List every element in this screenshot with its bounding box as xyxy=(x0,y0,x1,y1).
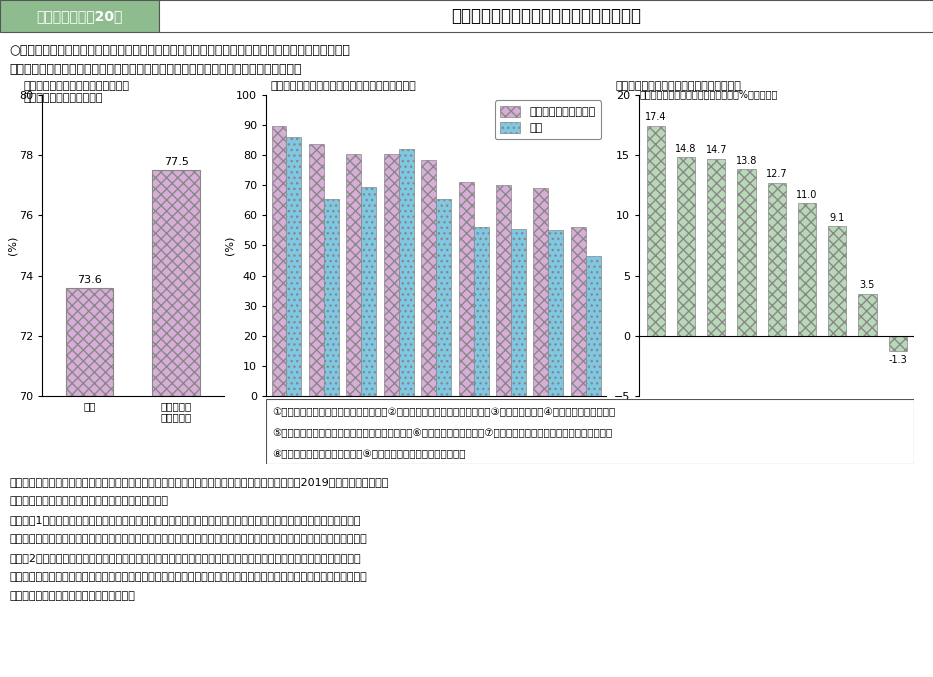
Text: 14.7: 14.7 xyxy=(705,145,727,155)
Bar xyxy=(383,154,398,396)
Text: 3.5: 3.5 xyxy=(860,280,875,290)
Text: （２）人手不足による職場環境への具体的な影響: （２）人手不足による職場環境への具体的な影響 xyxy=(271,81,416,91)
Text: （注）　1）人手不足が自社の職場環境に影響を及ぼしているかどうか回答のあった者のうち、人手不足が自社の職場: （注） 1）人手不足が自社の職場環境に影響を及ぼしているかどうか回答のあった者の… xyxy=(9,515,361,525)
Bar xyxy=(66,288,114,396)
Bar xyxy=(737,169,756,336)
Bar xyxy=(324,199,339,396)
Bar xyxy=(647,126,665,336)
Text: （「労働者（正社員）」－「企業」、%ポイント）: （「労働者（正社員）」－「企業」、%ポイント） xyxy=(639,89,777,100)
Bar xyxy=(346,154,361,396)
Bar xyxy=(858,294,876,336)
Bar xyxy=(459,182,474,396)
Bar xyxy=(571,227,586,396)
Bar xyxy=(496,185,511,396)
FancyBboxPatch shape xyxy=(266,399,914,464)
Bar xyxy=(436,199,452,396)
Bar xyxy=(677,158,695,336)
Text: -1.3: -1.3 xyxy=(888,355,907,365)
Text: 及ぼしていると感じる割合: 及ぼしていると感じる割合 xyxy=(23,93,103,103)
Text: ①残業時間の増加、休暇取得数の減少、②従業員の働きがいや意欲の低下、③離職者の増加、④能力開発機会の減少、: ①残業時間の増加、休暇取得数の減少、②従業員の働きがいや意欲の低下、③離職者の増… xyxy=(272,407,616,417)
Text: 77.5: 77.5 xyxy=(164,157,188,167)
Text: ⑤将来不安の高まりやキャリア展望の不透明化、⑥職場の雰囲気の悪化、⑦メンタルヘルスの悪化などによる休職者、: ⑤将来不安の高まりやキャリア展望の不透明化、⑥職場の雰囲気の悪化、⑦メンタルヘル… xyxy=(272,429,613,439)
Y-axis label: (%): (%) xyxy=(7,236,18,255)
Bar xyxy=(586,256,601,396)
Text: ○　働く方は、企業よりも人手不足が職場環境に影響を及ぼしていると感じており、具体的な影響を: ○ 働く方は、企業よりも人手不足が職場環境に影響を及ぼしていると感じており、具体… xyxy=(9,44,350,57)
Text: （３）企業と労働者（正社員）のギャップ: （３）企業と労働者（正社員）のギャップ xyxy=(616,81,742,91)
Text: 11.0: 11.0 xyxy=(796,190,817,200)
Text: 2）（２）（３）は、企業については「従業員全体」について、正社員については「職場全体に」ついて、それ: 2）（２）（３）は、企業については「従業員全体」について、正社員については「職場… xyxy=(9,553,361,563)
Text: 合を表している。不詳は除く。: 合を表している。不詳は除く。 xyxy=(9,591,135,601)
Text: 14.8: 14.8 xyxy=(675,144,697,154)
Text: 73.6: 73.6 xyxy=(77,275,102,284)
Text: 人手不足が職場環境に及ぼす影響について: 人手不足が職場環境に及ぼす影響について xyxy=(451,7,641,25)
Bar xyxy=(309,144,324,396)
Text: ⑧従業員間の人間関係の悪化、⑨労働災害・事故発生の頻度の増加: ⑧従業員間の人間関係の悪化、⑨労働災害・事故発生の頻度の増加 xyxy=(272,450,466,460)
Text: 働省政策統括官付政策統括室にて独自集計: 働省政策統括官付政策統括室にて独自集計 xyxy=(9,496,168,506)
Text: （１）人手不足が職場環境へ影響を: （１）人手不足が職場環境へ影響を xyxy=(23,81,130,91)
Bar xyxy=(398,149,413,396)
Bar xyxy=(829,226,846,336)
Bar xyxy=(768,183,786,336)
Bar xyxy=(888,336,907,351)
Text: ぞれ「大いに不足」「やや不足」していると回答した企業に対して、各影響について回答のあった企業数の割: ぞれ「大いに不足」「やや不足」していると回答した企業に対して、各影響について回答… xyxy=(9,572,367,582)
Bar xyxy=(152,170,200,396)
Bar xyxy=(707,158,725,336)
Bar xyxy=(474,227,489,396)
Text: 13.8: 13.8 xyxy=(736,156,758,166)
Bar xyxy=(511,229,526,396)
Legend: 働く方全体（正社員）, 企業: 働く方全体（正社員）, 企業 xyxy=(494,100,601,139)
Bar xyxy=(421,160,436,396)
Text: 9.1: 9.1 xyxy=(829,213,845,223)
Bar xyxy=(534,188,549,396)
Text: 資料出所　（独）労働政策研究・研修機構「人手不足等をめぐる現状と働き方等に関する調査」（2019年）の個票を厚生労: 資料出所 （独）労働政策研究・研修機構「人手不足等をめぐる現状と働き方等に関する… xyxy=(9,477,389,487)
Text: 第２－（１）－20図: 第２－（１）－20図 xyxy=(36,9,122,23)
Bar xyxy=(549,230,564,396)
Text: 17.4: 17.4 xyxy=(645,112,666,123)
Text: みると、「従業員の働きがいや意欲の低下」は、労使間でのギャップが最も大きい。: みると、「従業員の働きがいや意欲の低下」は、労使間でのギャップが最も大きい。 xyxy=(9,63,302,76)
Bar xyxy=(361,187,376,396)
Bar xyxy=(272,127,286,396)
Text: 環境に「大きな影響を及ぼしている」「ある程度の影響を及ぼしている」と回答した者の割合を表している。: 環境に「大きな影響を及ぼしている」「ある程度の影響を及ぼしている」と回答した者の… xyxy=(9,534,367,544)
Text: 12.7: 12.7 xyxy=(766,169,787,179)
Y-axis label: (%): (%) xyxy=(225,236,234,255)
Bar xyxy=(798,203,816,336)
Bar xyxy=(286,137,301,396)
